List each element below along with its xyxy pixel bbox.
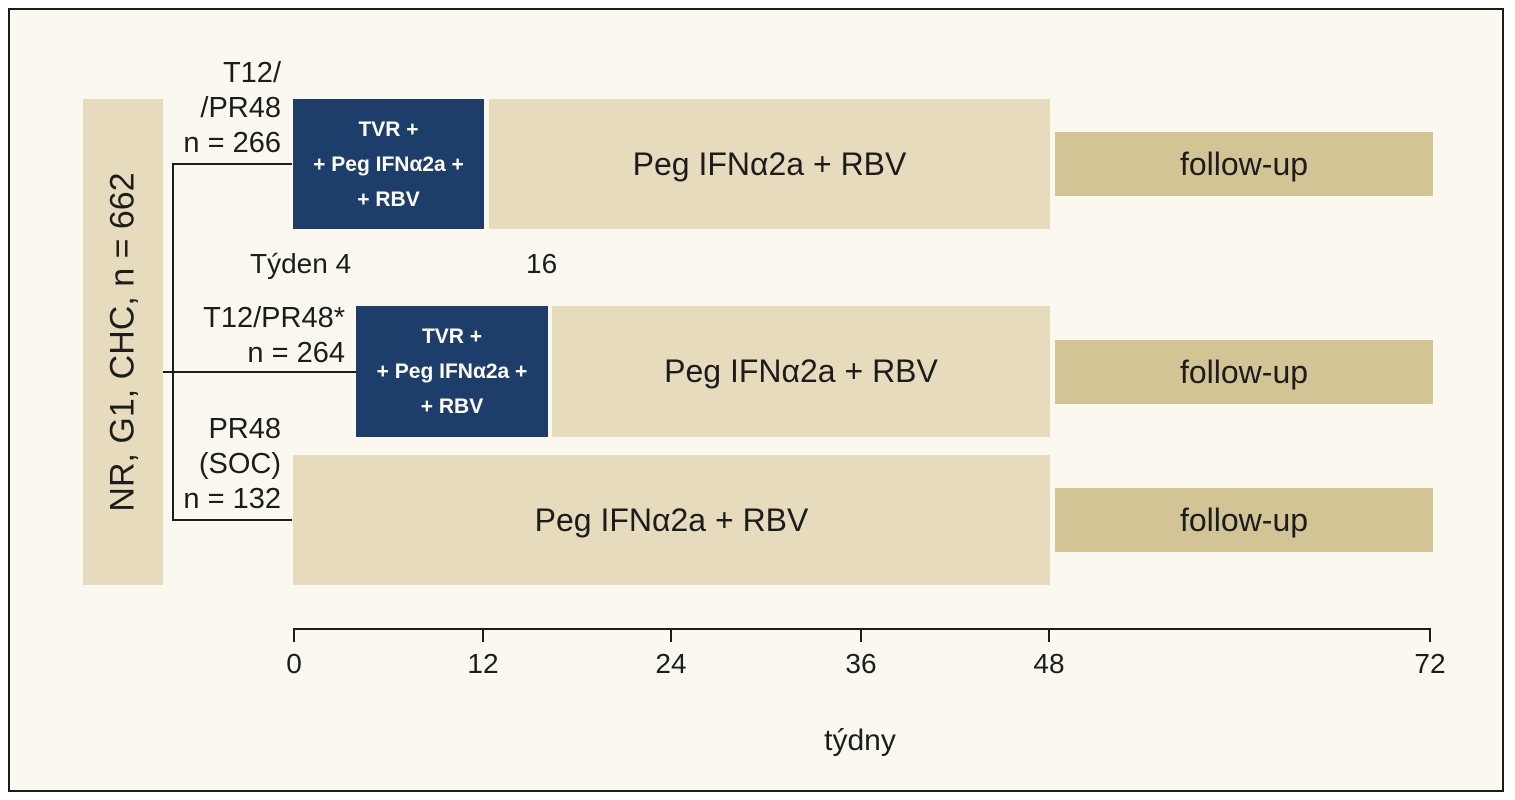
branch-line-arm-3 xyxy=(172,519,292,521)
x-axis-tick-12 xyxy=(482,628,484,642)
tvr-block-arm-1: TVR + + Peg IFNα2a + + RBV xyxy=(293,99,484,229)
branch-line-arm-2 xyxy=(163,371,356,373)
x-tick-label-72: 72 xyxy=(1414,648,1446,679)
arm-label-pr48-soc: PR48 (SOC) n = 132 xyxy=(183,413,281,515)
branch-vertical-line xyxy=(172,163,174,521)
followup-block-arm-1: follow-up xyxy=(1055,132,1433,196)
week-4-marker: Týden 4 xyxy=(250,248,352,279)
x-tick-label-24: 24 xyxy=(655,648,687,679)
peg-block-arm-1: Peg IFNα2a + RBV xyxy=(489,99,1050,229)
x-axis-line xyxy=(293,628,1431,630)
peg-block-arm-3: Peg IFNα2a + RBV xyxy=(293,455,1050,585)
x-axis-tick-36 xyxy=(860,628,862,642)
population-bar xyxy=(83,99,163,585)
followup-block-arm-3: follow-up xyxy=(1055,488,1433,552)
x-axis-title: týdny xyxy=(824,724,896,757)
arm-label-t12-pr48-star: T12/PR48* n = 264 xyxy=(203,302,345,369)
population-label: NR, G1, CHC, n = 662 xyxy=(103,172,142,512)
x-tick-label-0: 0 xyxy=(286,648,302,679)
x-tick-label-36: 36 xyxy=(845,648,877,679)
x-axis-tick-72 xyxy=(1429,628,1431,642)
tvr-block-arm-2: TVR + + Peg IFNα2a + + RBV xyxy=(356,306,548,437)
peg-block-arm-2: Peg IFNα2a + RBV xyxy=(552,306,1050,437)
arm-label-t12-pr48: T12/ /PR48 n = 266 xyxy=(183,57,281,159)
x-tick-label-48: 48 xyxy=(1033,648,1065,679)
x-axis-tick-48 xyxy=(1048,628,1050,642)
x-axis-tick-24 xyxy=(670,628,672,642)
x-tick-label-12: 12 xyxy=(467,648,499,679)
week-16-marker: 16 xyxy=(526,248,558,279)
branch-line-arm-1 xyxy=(172,163,292,165)
followup-block-arm-2: follow-up xyxy=(1055,340,1433,404)
x-axis-tick-0 xyxy=(293,628,295,642)
